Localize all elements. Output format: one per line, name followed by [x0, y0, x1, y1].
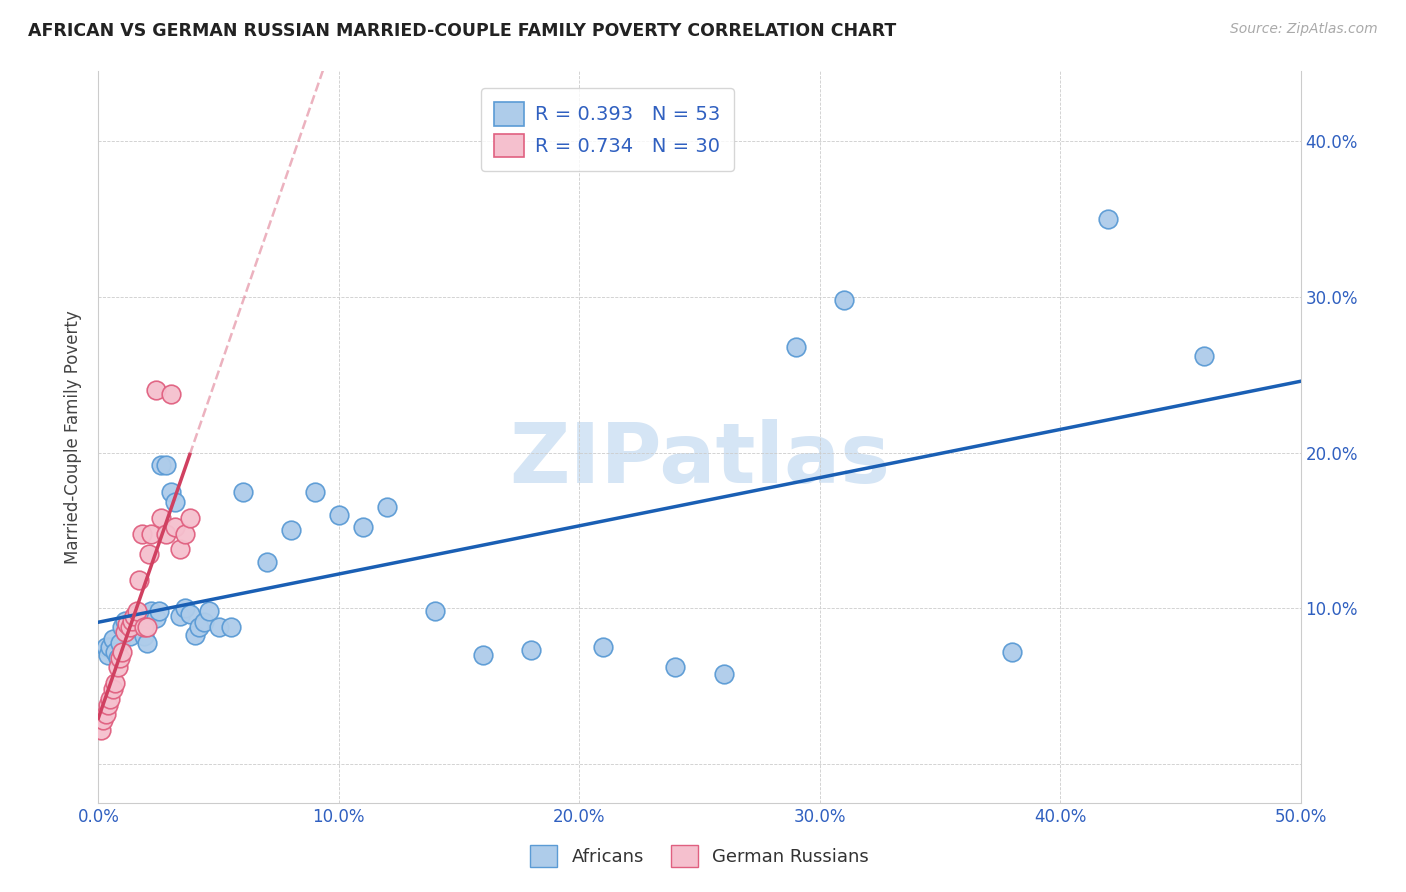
Point [138, 607, 160, 622]
Point [94, 707, 117, 722]
Point [472, 648, 495, 662]
Point [159, 386, 181, 401]
Point [520, 643, 543, 657]
Point [219, 620, 242, 634]
Point [125, 604, 148, 618]
Point [118, 629, 141, 643]
Point [101, 682, 124, 697]
Point [111, 620, 134, 634]
Point [145, 384, 167, 398]
Point [785, 340, 807, 354]
Legend: Africans, German Russians: Africans, German Russians [523, 838, 876, 874]
Point [304, 484, 326, 499]
Point [375, 500, 398, 515]
Point [141, 604, 163, 618]
Point [352, 520, 374, 534]
Point [114, 624, 136, 639]
Point [148, 604, 170, 618]
Point [128, 574, 150, 588]
Point [90, 723, 112, 737]
Point [179, 607, 201, 622]
Text: AFRICAN VS GERMAN RUSSIAN MARRIED-COUPLE FAMILY POVERTY CORRELATION CHART: AFRICAN VS GERMAN RUSSIAN MARRIED-COUPLE… [28, 22, 897, 40]
Point [193, 615, 215, 630]
Point [328, 508, 350, 522]
Point [664, 660, 686, 674]
Point [174, 526, 197, 541]
Point [165, 520, 187, 534]
Point [183, 628, 205, 642]
Point [121, 614, 143, 628]
Point [125, 607, 148, 622]
Point [135, 635, 157, 649]
Point [155, 526, 177, 541]
Point [108, 635, 131, 649]
Point [114, 614, 136, 628]
Point [128, 622, 150, 636]
Point [159, 484, 181, 499]
Point [256, 555, 278, 569]
Point [169, 609, 191, 624]
Point [131, 526, 153, 541]
Point [208, 620, 231, 634]
Text: Source: ZipAtlas.com: Source: ZipAtlas.com [1230, 22, 1378, 37]
Point [107, 651, 129, 665]
Point [118, 620, 141, 634]
Point [111, 645, 134, 659]
Point [91, 714, 114, 728]
Point [138, 547, 160, 561]
Point [104, 645, 127, 659]
Point [232, 484, 254, 499]
Point [132, 620, 155, 634]
Point [104, 676, 127, 690]
Point [141, 526, 163, 541]
Point [169, 542, 191, 557]
Point [149, 511, 172, 525]
Point [131, 615, 153, 630]
Point [117, 616, 139, 631]
Point [713, 666, 735, 681]
Point [107, 660, 129, 674]
Point [832, 293, 855, 307]
Point [165, 495, 187, 509]
Point [198, 604, 221, 618]
Point [100, 640, 122, 655]
Point [121, 620, 143, 634]
Point [188, 620, 211, 634]
Point [124, 609, 146, 624]
Point [149, 458, 172, 472]
Point [179, 511, 201, 525]
Point [94, 640, 117, 655]
Point [101, 632, 124, 647]
Point [155, 458, 177, 472]
Point [124, 614, 146, 628]
Point [100, 691, 122, 706]
Point [423, 604, 446, 618]
Point [280, 524, 302, 538]
Point [108, 651, 131, 665]
Point [174, 601, 197, 615]
Point [145, 610, 167, 624]
Point [97, 648, 120, 662]
Point [117, 623, 139, 637]
Point [1097, 212, 1119, 227]
Point [132, 629, 155, 643]
Y-axis label: Married-Couple Family Poverty: Married-Couple Family Poverty [65, 310, 83, 564]
Point [135, 620, 157, 634]
Point [97, 698, 120, 712]
Text: ZIPatlas: ZIPatlas [509, 418, 890, 500]
Point [1001, 645, 1024, 659]
Point [592, 640, 614, 655]
Point [1194, 349, 1216, 363]
